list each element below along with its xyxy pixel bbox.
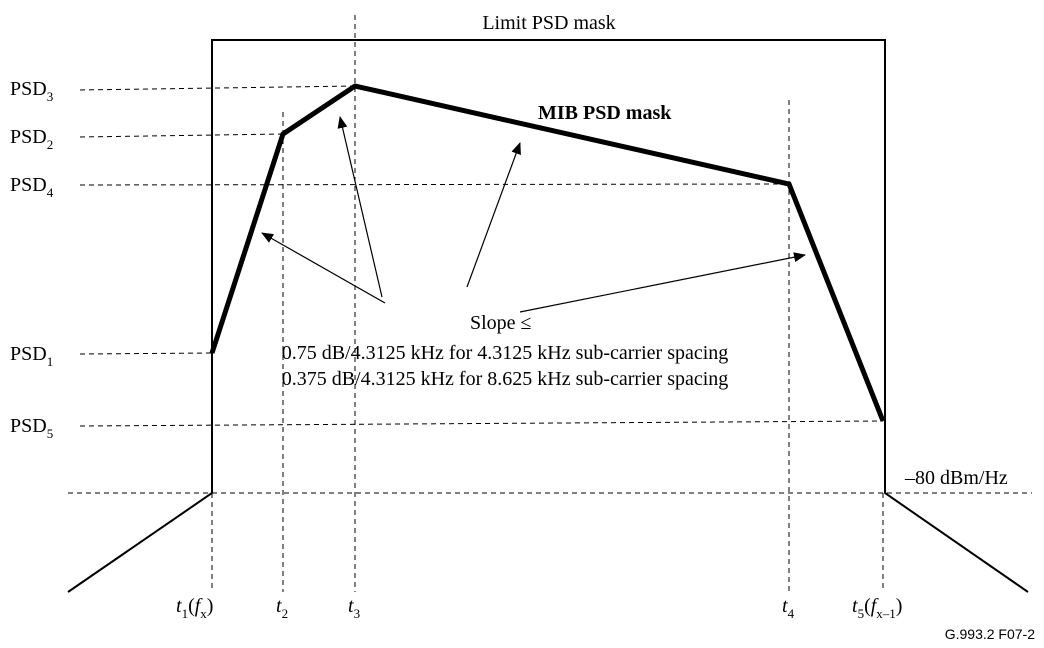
slope-line: 0.375 dB/4.3125 kHz for 8.625 kHz sub-ca…: [282, 368, 729, 390]
psd-label: PSD2: [10, 126, 53, 152]
freq-paren: ): [207, 595, 214, 617]
frequency-label: t1(fx): [176, 595, 213, 621]
slope-arrows: [261, 116, 806, 313]
psd-sub: 4: [47, 185, 54, 200]
psd-sub: 3: [47, 89, 54, 104]
psd-base: PSD: [10, 174, 47, 196]
freq-var: t: [276, 595, 282, 617]
freq-paren: ): [896, 595, 903, 617]
psd-base: PSD: [10, 78, 47, 100]
psd-label: PSD3: [10, 78, 53, 104]
psd-label: PSD5: [10, 415, 53, 441]
freq-paren: (: [864, 595, 871, 617]
frequency-label: t2: [276, 595, 288, 621]
frequency-label: t4: [782, 595, 795, 621]
frequency-label: t5(fx–1): [852, 595, 902, 621]
psd-base: PSD: [10, 343, 47, 365]
guides: [68, 15, 1032, 592]
slope-title: Slope ≤: [470, 312, 532, 334]
freq-paren: (: [188, 595, 195, 617]
freq-var: t: [348, 595, 354, 617]
freq-arg: f: [195, 595, 203, 617]
psd-label: PSD4: [10, 174, 54, 200]
freq-var: t: [176, 595, 182, 617]
freq-sub: 5: [858, 606, 865, 621]
psd-sub: 5: [47, 426, 54, 441]
frequency-label: t3: [348, 595, 360, 621]
freq-var: t: [852, 595, 858, 617]
freq-var: t: [782, 595, 788, 617]
freq-arg-sub: x: [200, 606, 207, 621]
freq-arg: f: [871, 595, 879, 617]
freq-sub: 3: [354, 606, 361, 621]
mask-label: MIB PSD mask: [538, 102, 672, 124]
psd-base: PSD: [10, 415, 47, 437]
title: Limit PSD mask: [482, 12, 615, 34]
freq-arg-sub: x–1: [876, 606, 896, 621]
mib-mask: [209, 83, 886, 422]
limit-mask: [67, 39, 1029, 593]
slope-line: 0.75 dB/4.3125 kHz for 4.3125 kHz sub-ca…: [282, 342, 729, 364]
psd-label: PSD1: [10, 343, 53, 369]
freq-sub: 2: [282, 606, 289, 621]
psd-base: PSD: [10, 126, 47, 148]
freq-sub: 4: [788, 606, 795, 621]
psd-sub: 2: [47, 137, 54, 152]
psd-sub: 1: [47, 354, 54, 369]
floor-label: –80 dBm/Hz: [904, 467, 1008, 489]
freq-sub: 1: [182, 606, 189, 621]
figure-id: G.993.2 F07-2: [945, 626, 1035, 642]
